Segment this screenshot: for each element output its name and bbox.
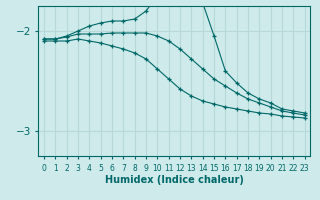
X-axis label: Humidex (Indice chaleur): Humidex (Indice chaleur) [105,175,244,185]
